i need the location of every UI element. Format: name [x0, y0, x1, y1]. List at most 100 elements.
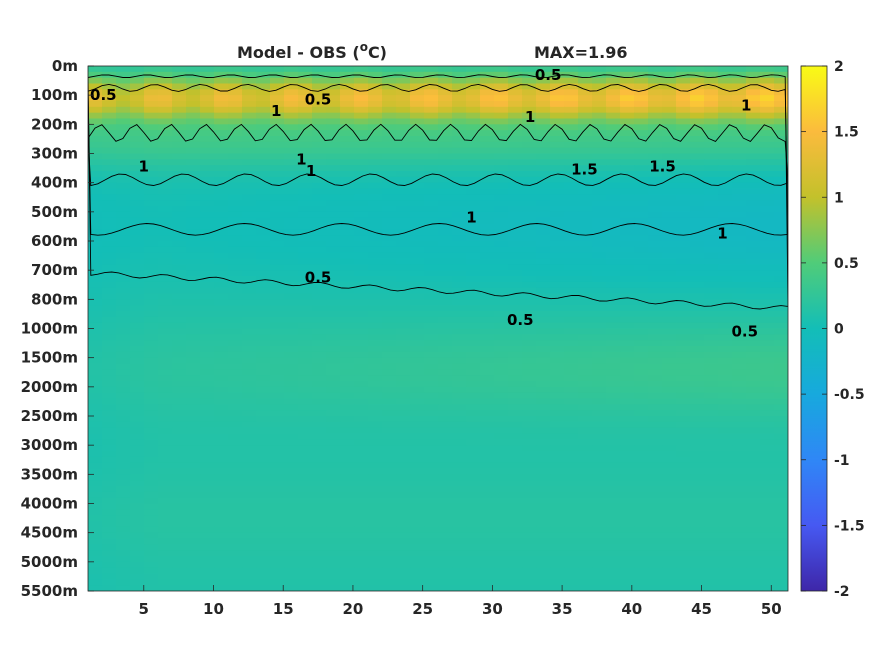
heatmap-cell: [312, 141, 327, 149]
heatmap-cell: [704, 217, 719, 225]
y-tick-label: 2000m: [21, 378, 78, 396]
heatmap-cell: [186, 515, 201, 522]
heatmap-cell: [508, 229, 523, 236]
heatmap-cell: [494, 293, 509, 300]
heatmap-cell: [438, 206, 453, 213]
heatmap-cell: [144, 270, 159, 277]
heatmap-cell: [284, 521, 299, 528]
heatmap-cell: [690, 211, 705, 219]
heatmap-cell: [564, 369, 579, 376]
heatmap-cell: [354, 130, 369, 137]
heatmap-cell: [494, 287, 509, 295]
contour-label: 0.5: [507, 311, 534, 329]
heatmap-cell: [326, 421, 341, 429]
heatmap-cell: [760, 340, 775, 347]
heatmap-cell: [676, 369, 691, 376]
heatmap-cell: [424, 223, 439, 230]
heatmap-cell: [550, 363, 565, 370]
heatmap-cell: [774, 456, 788, 464]
heatmap-cell: [466, 375, 481, 382]
heatmap-cell: [382, 188, 397, 195]
heatmap-cell: [242, 147, 257, 155]
heatmap-cell: [200, 258, 215, 265]
heatmap-cell: [466, 538, 481, 545]
heatmap-cell: [354, 182, 369, 190]
heatmap-cell: [368, 246, 383, 254]
heatmap-cell: [340, 141, 355, 149]
heatmap-cell: [410, 410, 425, 417]
heatmap-cell: [522, 392, 537, 400]
heatmap-cell: [480, 585, 495, 591]
heatmap-cell: [116, 357, 131, 365]
heatmap-cell: [592, 305, 607, 312]
heatmap-cell: [186, 136, 201, 143]
heatmap-cell: [186, 369, 201, 376]
heatmap-cell: [228, 532, 243, 540]
heatmap-cell: [480, 124, 495, 131]
heatmap-cell: [130, 258, 145, 265]
heatmap-cell: [550, 77, 565, 85]
heatmap-cell: [718, 305, 733, 312]
heatmap-cell: [116, 217, 131, 225]
heatmap-cell: [718, 474, 733, 481]
heatmap-cell: [634, 89, 649, 96]
heatmap-cell: [662, 456, 677, 464]
heatmap-cell: [102, 182, 117, 190]
heatmap-cell: [690, 363, 705, 370]
heatmap-cell: [536, 567, 551, 575]
heatmap-cell: [494, 427, 509, 435]
heatmap-cell: [480, 281, 495, 289]
heatmap-cell: [620, 159, 635, 166]
heatmap-cell: [578, 567, 593, 575]
heatmap-cell: [718, 136, 733, 143]
heatmap-cell: [116, 311, 131, 318]
heatmap-cell: [270, 136, 285, 143]
heatmap-cell: [606, 544, 621, 551]
heatmap-cell: [634, 118, 649, 125]
heatmap-cell: [116, 229, 131, 236]
heatmap-cell: [690, 112, 705, 120]
heatmap-cell: [424, 346, 439, 353]
heatmap-cell: [158, 561, 173, 569]
heatmap-cell: [676, 561, 691, 569]
heatmap-cell: [774, 421, 788, 429]
y-tick-label: 100m: [31, 86, 78, 104]
heatmap-cell: [494, 369, 509, 376]
heatmap-cell: [130, 567, 145, 575]
heatmap-cell: [718, 281, 733, 289]
heatmap-cell: [578, 509, 593, 516]
heatmap-cell: [620, 351, 635, 359]
heatmap-cell: [606, 386, 621, 394]
heatmap-cell: [746, 556, 761, 563]
heatmap-cell: [662, 579, 677, 586]
heatmap-cell: [732, 526, 747, 534]
heatmap-cell: [452, 346, 467, 353]
heatmap-cell: [312, 211, 327, 219]
heatmap-cell: [186, 509, 201, 516]
heatmap-cell: [606, 427, 621, 435]
heatmap-cell: [158, 322, 173, 330]
heatmap-cell: [774, 509, 788, 516]
heatmap-cell: [480, 468, 495, 475]
heatmap-cell: [564, 375, 579, 382]
heatmap-cell: [88, 398, 103, 405]
heatmap-cell: [774, 538, 788, 545]
heatmap-cell: [732, 550, 747, 557]
heatmap-cell: [424, 194, 439, 201]
heatmap-cell: [578, 421, 593, 429]
heatmap-cell: [228, 556, 243, 563]
heatmap-cell: [228, 194, 243, 201]
heatmap-cell: [270, 445, 285, 452]
heatmap-cell: [242, 433, 257, 440]
heatmap-cell: [130, 83, 145, 90]
heatmap-cell: [438, 270, 453, 277]
heatmap-cell: [102, 241, 117, 248]
heatmap-cell: [158, 235, 173, 242]
heatmap-cell: [508, 363, 523, 370]
heatmap-cell: [144, 386, 159, 394]
heatmap-cell: [186, 194, 201, 201]
heatmap-cell: [228, 211, 243, 219]
heatmap-cell: [284, 316, 299, 324]
heatmap-cell: [172, 491, 187, 499]
heatmap-cell: [452, 497, 467, 505]
